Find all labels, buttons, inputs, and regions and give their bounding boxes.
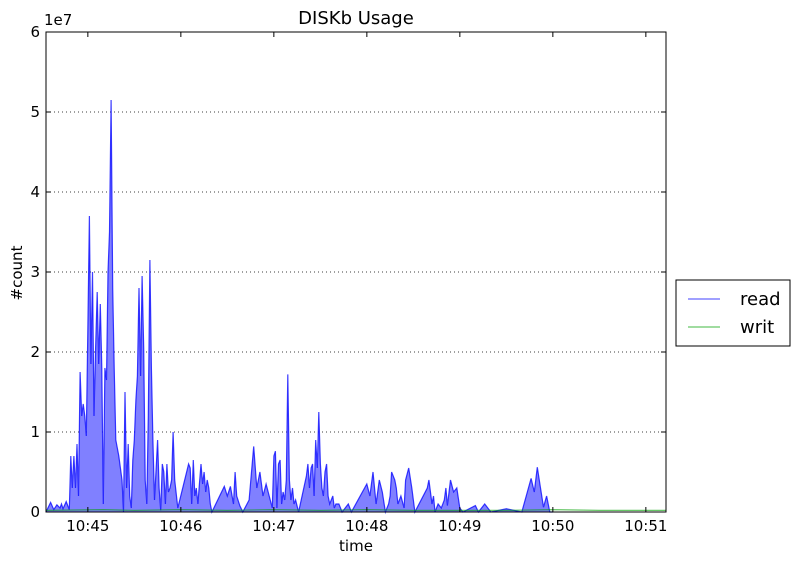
y-tick-label: 6 <box>30 23 40 41</box>
y-tick-label: 3 <box>30 263 40 281</box>
y-tick-label: 0 <box>30 503 40 521</box>
legend: read writ <box>675 279 791 347</box>
legend-box <box>675 279 791 347</box>
x-axis-label: time <box>339 537 373 555</box>
x-tick-label: 10:50 <box>531 517 574 535</box>
y-tick-label: 1 <box>30 423 40 441</box>
legend-writ-label: writ <box>740 317 774 338</box>
series-read-area <box>46 100 553 512</box>
y-multiplier-label: 1e7 <box>44 11 72 29</box>
legend-read-label: read <box>740 289 781 310</box>
y-axis-label: #count <box>8 245 26 300</box>
chart-title: DISKb Usage <box>298 8 414 29</box>
x-tick-label: 10:51 <box>624 517 667 535</box>
series-writ-line <box>45 508 666 512</box>
x-tick-label: 10:48 <box>345 517 388 535</box>
plot-area: 0 1 2 3 4 5 6 10:45 10:46 10:47 10:48 10:49 10:50 10:… <box>30 23 667 535</box>
y-tick-label: 4 <box>30 183 40 201</box>
x-tick-label: 10:46 <box>159 517 202 535</box>
y-tick-label: 5 <box>30 103 40 121</box>
x-tick-label: 10:49 <box>438 517 481 535</box>
series-read-line <box>45 99 553 515</box>
y-tick-label: 2 <box>30 343 40 361</box>
x-tick-label: 10:47 <box>252 517 295 535</box>
x-tick-label: 10:45 <box>66 517 109 535</box>
